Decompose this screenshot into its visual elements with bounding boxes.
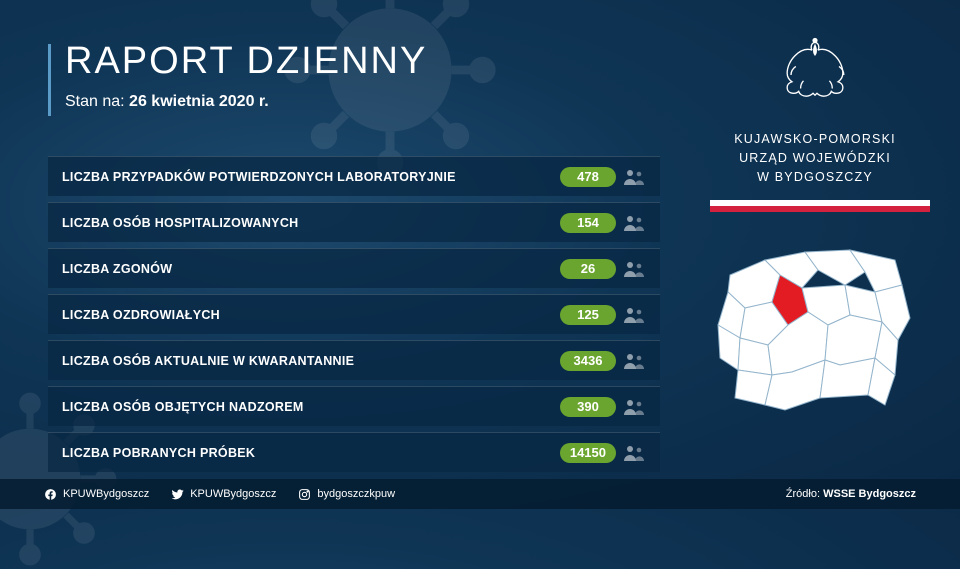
- stat-row: LICZBA PRZYPADKÓW POTWIERDZONYCH LABORAT…: [48, 156, 660, 196]
- stat-value: 390: [560, 397, 646, 417]
- stat-value: 478: [560, 167, 646, 187]
- stat-row: LICZBA OSÓB OBJĘTYCH NADZOREM 390: [48, 386, 660, 426]
- subtitle-prefix: Stan na:: [65, 93, 129, 110]
- report-subtitle: Stan na: 26 kwietnia 2020 r.: [65, 93, 427, 111]
- people-icon: [622, 352, 646, 370]
- polish-flag-icon: [710, 200, 930, 212]
- stat-label: LICZBA OSÓB OBJĘTYCH NADZOREM: [62, 400, 304, 414]
- instagram-icon: [298, 488, 311, 501]
- poland-map: [710, 230, 920, 430]
- stat-value: 125: [560, 305, 646, 325]
- stat-value: 14150: [560, 443, 646, 463]
- people-icon: [622, 444, 646, 462]
- stat-pill: 154: [560, 213, 616, 233]
- org-line3: W BYDGOSZCZY: [710, 168, 920, 187]
- stat-value: 3436: [560, 351, 646, 371]
- stat-value: 26: [560, 259, 646, 279]
- stat-label: LICZBA OZDROWIAŁYCH: [62, 308, 220, 322]
- stat-pill: 26: [560, 259, 616, 279]
- org-name: KUJAWSKO-POMORSKI URZĄD WOJEWÓDZKI W BYD…: [710, 130, 920, 186]
- stat-pill: 125: [560, 305, 616, 325]
- facebook-handle: KPUWBydgoszcz: [63, 488, 149, 500]
- instagram-handle: bydgoszczkpuw: [317, 488, 395, 500]
- stat-label: LICZBA OSÓB AKTUALNIE W KWARANTANNIE: [62, 354, 354, 368]
- org-line2: URZĄD WOJEWÓDZKI: [710, 149, 920, 168]
- twitter-link[interactable]: KPUWBydgoszcz: [171, 488, 276, 501]
- stat-label: LICZBA POBRANYCH PRÓBEK: [62, 446, 255, 460]
- stat-row: LICZBA OSÓB AKTUALNIE W KWARANTANNIE 343…: [48, 340, 660, 380]
- stat-row: LICZBA OSÓB HOSPITALIZOWANYCH 154: [48, 202, 660, 242]
- people-icon: [622, 398, 646, 416]
- stat-pill: 390: [560, 397, 616, 417]
- twitter-handle: KPUWBydgoszcz: [190, 488, 276, 500]
- report-title: RAPORT DZIENNY: [65, 40, 427, 83]
- org-line1: KUJAWSKO-POMORSKI: [710, 130, 920, 149]
- people-icon: [622, 260, 646, 278]
- facebook-link[interactable]: KPUWBydgoszcz: [44, 488, 149, 501]
- source-value: WSSE Bydgoszcz: [823, 488, 916, 500]
- facebook-icon: [44, 488, 57, 501]
- report-date: 26 kwietnia 2020 r.: [129, 93, 269, 110]
- people-icon: [622, 214, 646, 232]
- source-label: Źródło:: [786, 488, 823, 500]
- title-accent-bar: [48, 44, 51, 116]
- stats-list: LICZBA PRZYPADKÓW POTWIERDZONYCH LABORAT…: [48, 156, 660, 478]
- stat-label: LICZBA OSÓB HOSPITALIZOWANYCH: [62, 216, 298, 230]
- stat-row: LICZBA POBRANYCH PRÓBEK 14150: [48, 432, 660, 472]
- instagram-link[interactable]: bydgoszczkpuw: [298, 488, 395, 501]
- stat-row: LICZBA ZGONÓW 26: [48, 248, 660, 288]
- twitter-icon: [171, 488, 184, 501]
- stat-pill: 14150: [560, 443, 616, 463]
- eagle-emblem-icon: [710, 28, 920, 124]
- right-panel: KUJAWSKO-POMORSKI URZĄD WOJEWÓDZKI W BYD…: [710, 28, 920, 430]
- stat-pill: 478: [560, 167, 616, 187]
- stat-value: 154: [560, 213, 646, 233]
- footer: KPUWBydgoszcz KPUWBydgoszcz bydgoszczkpu…: [0, 479, 960, 509]
- source: Źródło: WSSE Bydgoszcz: [786, 488, 916, 500]
- people-icon: [622, 168, 646, 186]
- report-header: RAPORT DZIENNY Stan na: 26 kwietnia 2020…: [48, 40, 427, 116]
- stat-row: LICZBA OZDROWIAŁYCH 125: [48, 294, 660, 334]
- stat-label: LICZBA ZGONÓW: [62, 262, 172, 276]
- stat-pill: 3436: [560, 351, 616, 371]
- people-icon: [622, 306, 646, 324]
- stat-label: LICZBA PRZYPADKÓW POTWIERDZONYCH LABORAT…: [62, 170, 456, 184]
- social-links: KPUWBydgoszcz KPUWBydgoszcz bydgoszczkpu…: [44, 488, 395, 501]
